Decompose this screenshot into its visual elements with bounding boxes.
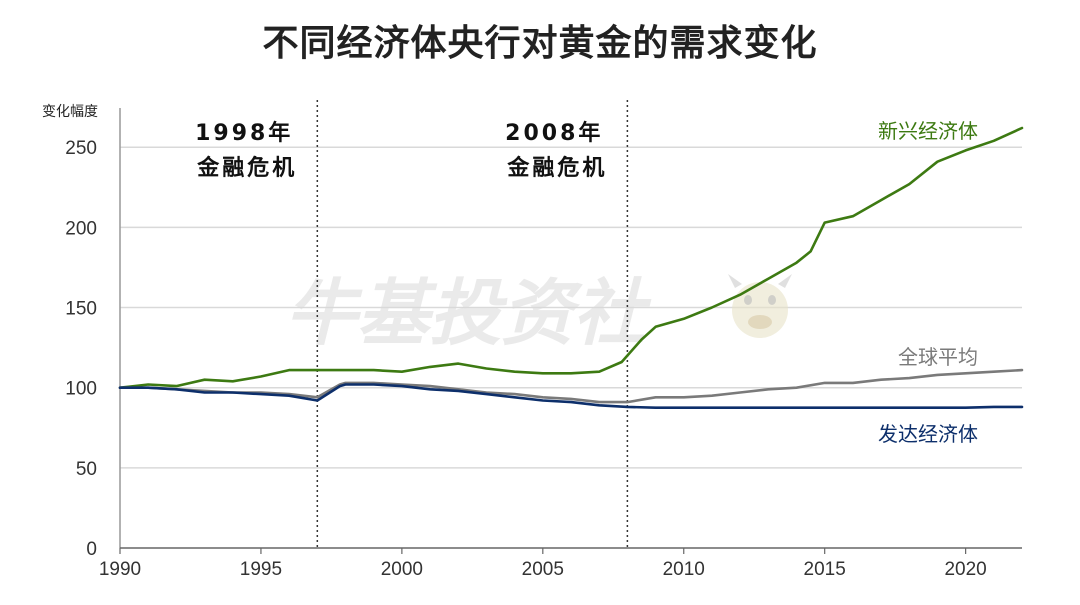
y-tick-label-150: 150 [65, 299, 97, 320]
y-tick-label-100: 100 [65, 379, 97, 400]
x-tick-label-1990: 1990 [99, 559, 141, 580]
chart-title: 不同经济体央行对黄金的需求变化 [262, 23, 818, 64]
x-tick-label-2000: 2000 [381, 559, 423, 580]
crisis-label-text-1: 金融危机 [506, 155, 607, 181]
y-tick-label-0: 0 [86, 539, 97, 560]
y-tick-label-50: 50 [76, 459, 97, 480]
series-label-0: 新兴经济体 [878, 119, 978, 143]
series-lines [118, 126, 1024, 409]
x-tick-label-2020: 2020 [944, 559, 986, 580]
series-line-0 [118, 126, 1024, 389]
series-label-2: 发达经济体 [878, 422, 978, 446]
crisis-label-year-1: 2008年 [505, 120, 603, 146]
y-tick-label-250: 250 [65, 138, 97, 159]
cow-logo-icon [728, 274, 792, 338]
crisis-label-text-0: 金融危机 [196, 155, 297, 181]
x-tick-label-2005: 2005 [522, 559, 564, 580]
series-label-1: 全球平均 [898, 345, 978, 369]
crisis-label-year-0: 1998年 [195, 120, 293, 146]
x-tick-label-2015: 2015 [804, 559, 846, 580]
gridlines [120, 146, 1022, 469]
x-tick-label-1995: 1995 [240, 559, 282, 580]
watermark-text: 牛基投资社 [285, 271, 652, 355]
y-tick-label-200: 200 [65, 218, 97, 239]
axes: 0 50 100 150 200 250 变化幅度 1990 1995 2000 2005 2010 2… [42, 104, 1022, 580]
series-line-1 [118, 368, 1024, 404]
y-axis-label: 变化幅度 [42, 104, 98, 120]
series-line-2 [118, 383, 1024, 409]
x-tick-label-2010: 2010 [663, 559, 705, 580]
